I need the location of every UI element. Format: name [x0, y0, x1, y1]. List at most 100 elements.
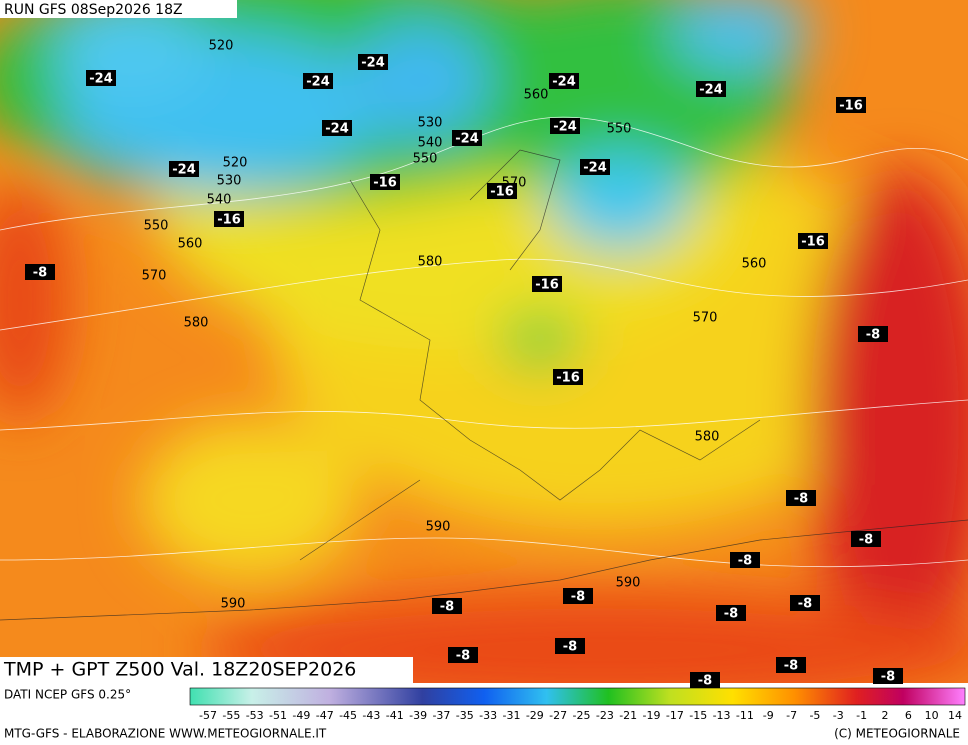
temperature-label: -16	[801, 235, 825, 250]
temperature-box	[487, 183, 517, 199]
temperature-label: -24	[89, 72, 113, 87]
temperature-box	[550, 118, 580, 134]
temperature-label: -8	[698, 674, 712, 689]
geopotential-label: 560	[742, 257, 767, 272]
temperature-label: -16	[373, 176, 397, 191]
colorbar-tick-label: -41	[386, 709, 404, 722]
temperature-label: -8	[440, 600, 454, 615]
geopotential-label: 550	[607, 122, 632, 137]
colorbar-tick-label: -15	[689, 709, 707, 722]
temperature-label: -24	[553, 120, 577, 135]
temperature-label: -8	[859, 533, 873, 548]
credit-label: MTG-GFS - ELABORAZIONE WWW.METEOGIORNALE…	[4, 727, 327, 741]
temperature-box	[452, 130, 482, 146]
temperature-label: -16	[556, 371, 580, 386]
temperature-label: -8	[738, 554, 752, 569]
colorbar-tick-label: -25	[573, 709, 591, 722]
colorbar-tick-label: -45	[339, 709, 357, 722]
temperature-box	[798, 233, 828, 249]
title-box	[0, 657, 413, 683]
temperature-label: -8	[881, 670, 895, 685]
colorbar-tick-label: 14	[948, 709, 962, 722]
geopotential-label: 590	[616, 576, 641, 591]
temperature-box	[851, 531, 881, 547]
temperature-label: -8	[571, 590, 585, 605]
geopotential-label: 550	[413, 152, 438, 167]
temperature-box	[169, 161, 199, 177]
colorbar-tick-label: -39	[409, 709, 427, 722]
temperature-box	[214, 211, 244, 227]
temperature-label: -16	[490, 185, 514, 200]
temperature-box	[532, 276, 562, 292]
copyright-label: (C) METEOGIORNALE	[834, 727, 960, 741]
geopotential-label: 570	[693, 311, 718, 326]
colorbar-tick-label: 2	[881, 709, 888, 722]
temperature-box	[432, 598, 462, 614]
colorbar-tick-label: -11	[736, 709, 754, 722]
temperature-box	[563, 588, 593, 604]
colorbar-tick-label: -5	[809, 709, 820, 722]
colorbar-tick-label: -57	[199, 709, 217, 722]
temperature-label: -24	[699, 83, 723, 98]
temperature-label: -8	[724, 607, 738, 622]
temperature-box	[86, 70, 116, 86]
temperature-label: -8	[456, 649, 470, 664]
colorbar-tick-label: -29	[526, 709, 544, 722]
temperature-label: -8	[866, 328, 880, 343]
colorbar-tick-label: -51	[269, 709, 287, 722]
geopotential-label: 560	[524, 88, 549, 103]
colorbar-tick-label: -3	[833, 709, 844, 722]
map-field	[0, 0, 968, 683]
temperature-label: -16	[217, 213, 241, 228]
colorbar-tick-label: -33	[479, 709, 497, 722]
temperature-box	[549, 73, 579, 89]
colorbar-tick-label: -19	[643, 709, 661, 722]
geopotential-label: 530	[418, 116, 443, 131]
geopotential-label: 530	[217, 174, 242, 189]
colorbar-tick-label: -35	[456, 709, 474, 722]
geopotential-label: 540	[207, 193, 232, 208]
temperature-box	[580, 159, 610, 175]
colorbar-tick-label: -47	[316, 709, 334, 722]
temperature-box	[553, 369, 583, 385]
temperature-box	[790, 595, 820, 611]
geopotential-label: 590	[221, 597, 246, 612]
geopotential-label: 560	[178, 237, 203, 252]
temperature-box	[858, 326, 888, 342]
colorbar-tick-label: -7	[786, 709, 797, 722]
colorbar-tick-label: -13	[713, 709, 731, 722]
colorbar	[189, 687, 966, 706]
run-label: RUN GFS 08Sep2026 18Z	[4, 2, 183, 18]
geopotential-label: 520	[209, 39, 234, 54]
colorbar-tick-label: -17	[666, 709, 684, 722]
colorbar-tick-label: -37	[432, 709, 450, 722]
colorbar-tick-label: -1	[856, 709, 867, 722]
temperature-label: -24	[172, 163, 196, 178]
colorbar-tick-label: -43	[362, 709, 380, 722]
temperature-label: -8	[794, 492, 808, 507]
temperature-label: -8	[784, 659, 798, 674]
colorbar-tick-label: -9	[763, 709, 774, 722]
temperature-box	[786, 490, 816, 506]
geopotential-label: 570	[142, 269, 167, 284]
colorbar-tick-label: -21	[619, 709, 637, 722]
temperature-label: -24	[552, 75, 576, 90]
temperature-label: -24	[361, 56, 385, 71]
temperature-box	[716, 605, 746, 621]
geopotential-label: 540	[418, 136, 443, 151]
map-title: TMP + GPT Z500 Val. 18Z20SEP2026	[3, 659, 356, 681]
temperature-label: -24	[325, 122, 349, 137]
colorbar-tick-label: -27	[549, 709, 567, 722]
colorbar-tick-label: -31	[502, 709, 520, 722]
run-box	[0, 0, 237, 18]
colorbar-tick-label: 10	[925, 709, 939, 722]
geopotential-label: 580	[184, 316, 209, 331]
temperature-box	[696, 81, 726, 97]
temperature-box	[836, 97, 866, 113]
temperature-box	[448, 647, 478, 663]
temperature-box	[370, 174, 400, 190]
colorbar-tick-label: -49	[292, 709, 310, 722]
temperature-box	[555, 638, 585, 654]
temperature-label: -8	[563, 640, 577, 655]
